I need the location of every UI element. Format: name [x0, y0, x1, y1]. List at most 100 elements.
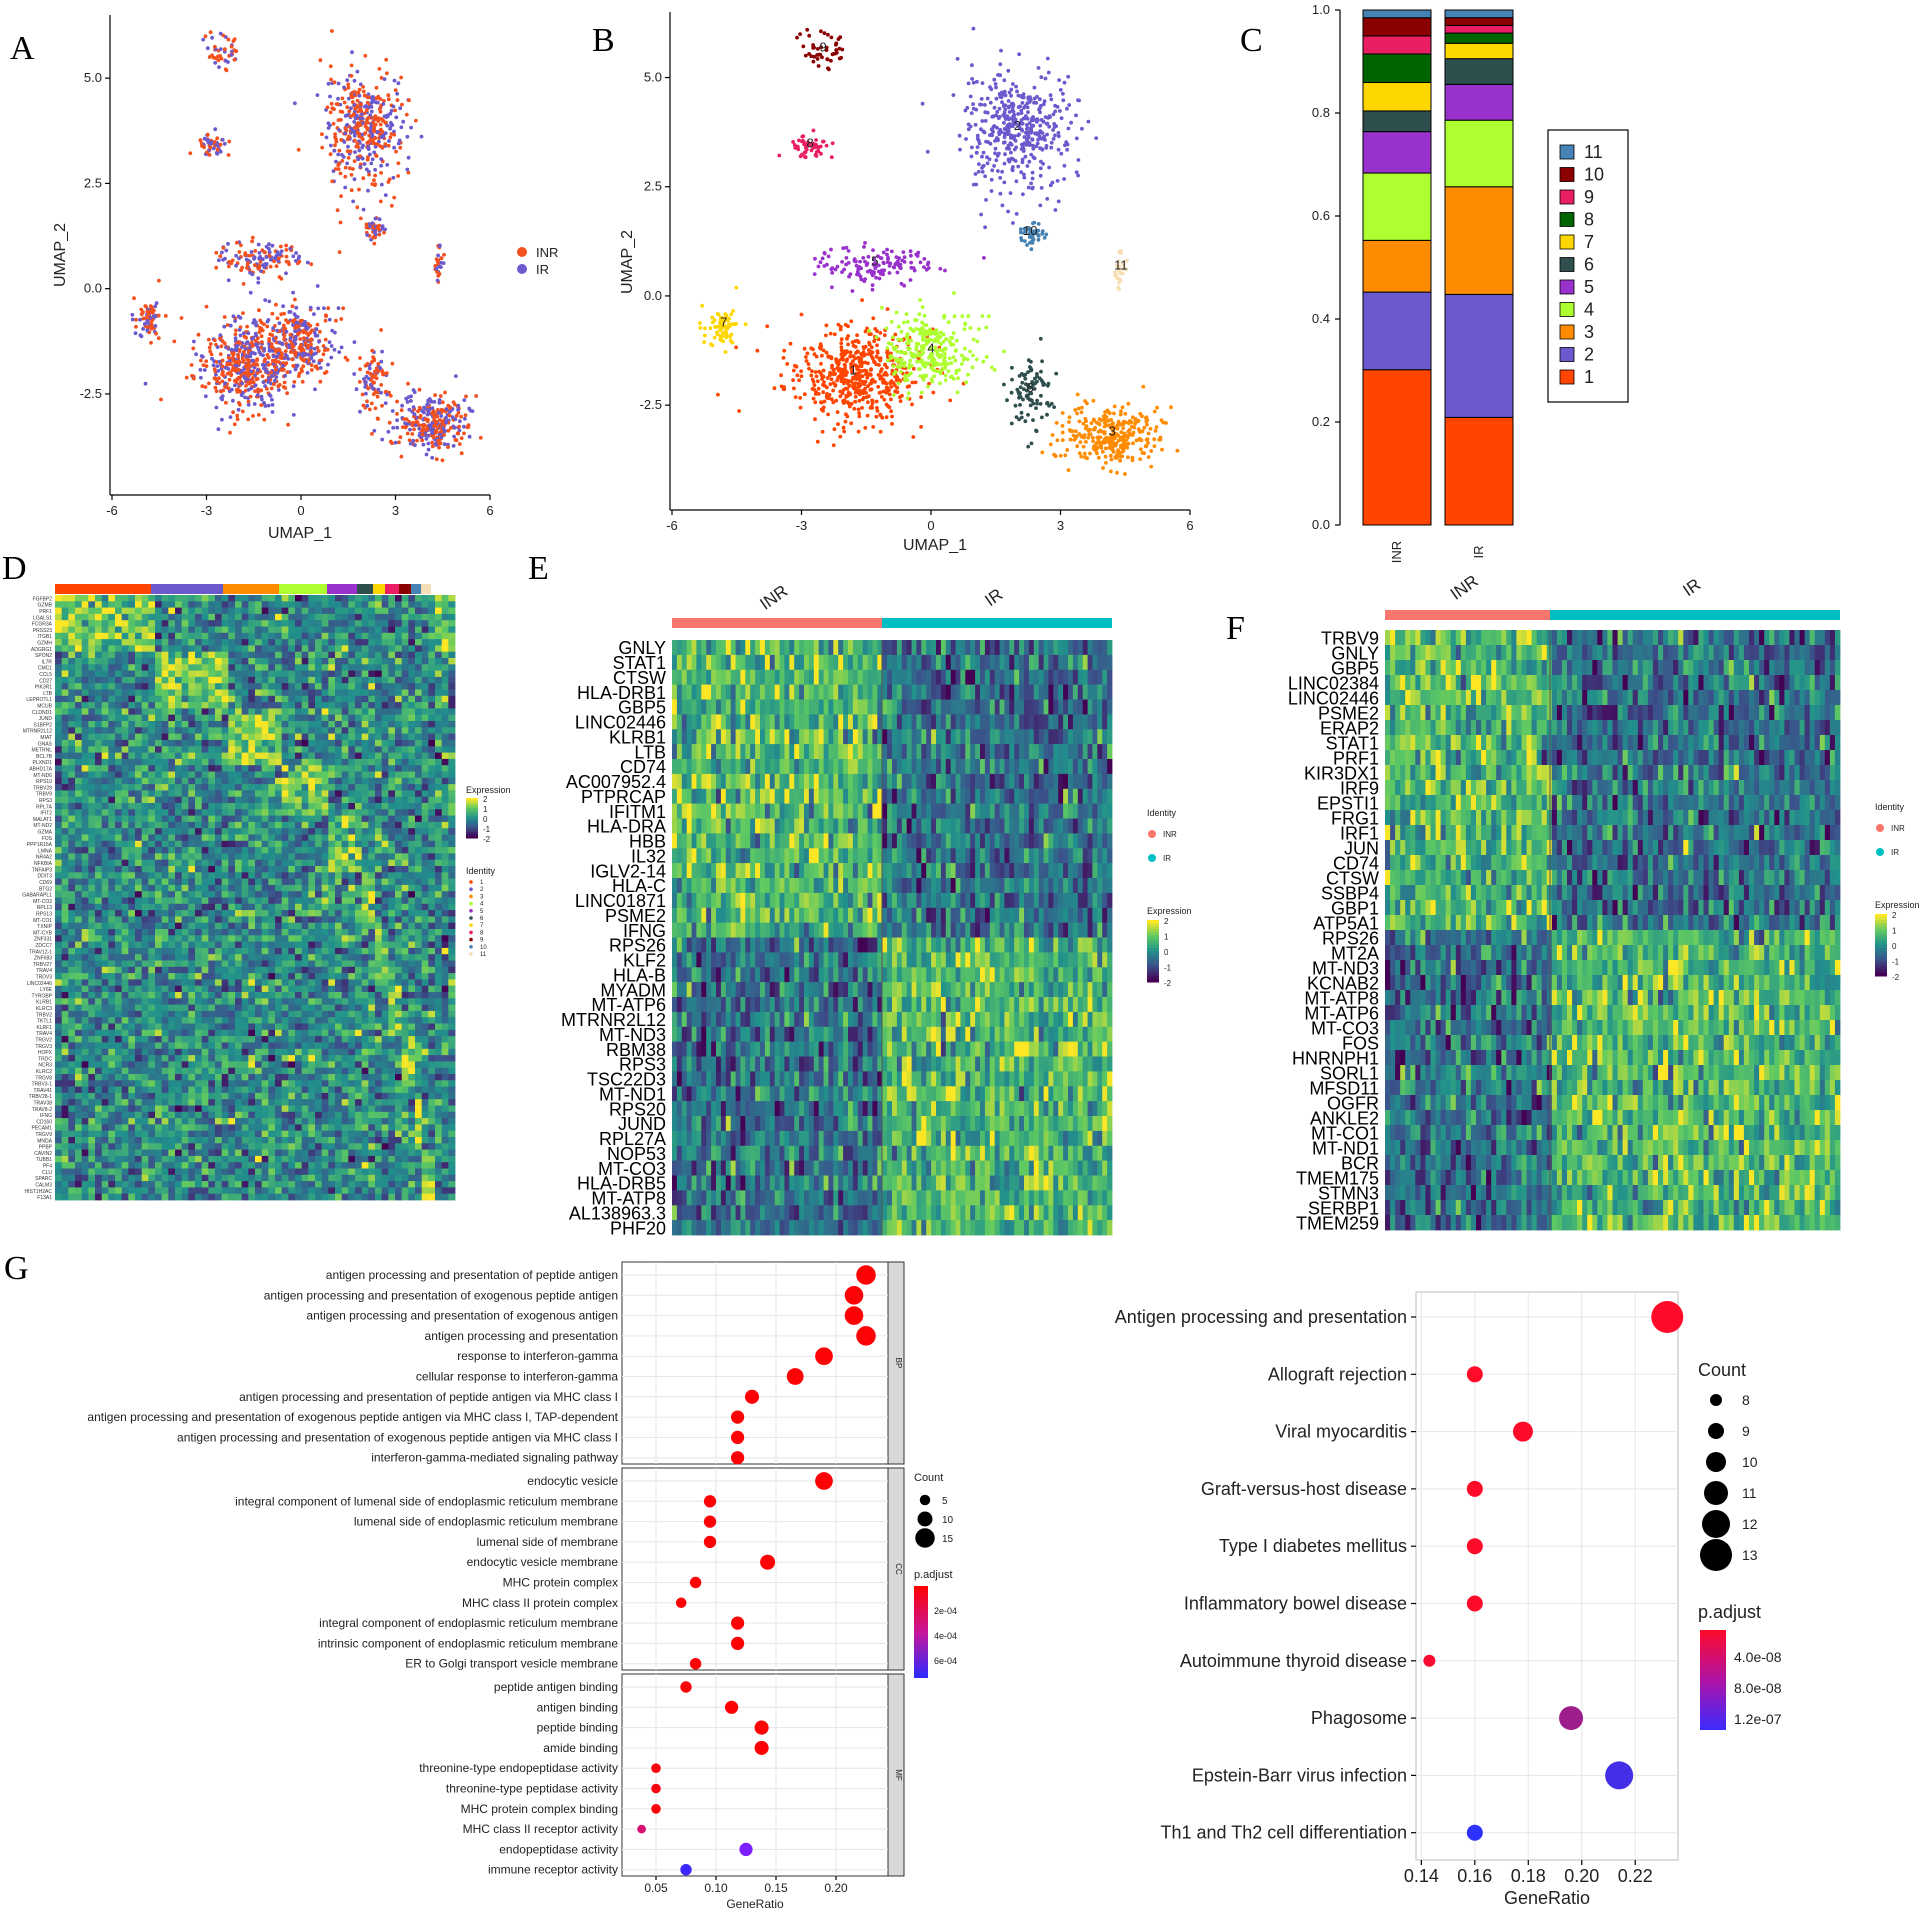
panel-b-cell-point [1034, 230, 1038, 235]
panel-b-cell-point [1026, 135, 1031, 140]
panel-a-cell-point [249, 250, 254, 254]
panel-a-cell-point [229, 347, 234, 352]
panel-d-heat-cell [395, 601, 403, 608]
panel-b-cell-point [975, 79, 979, 84]
panel-a-cell-point [277, 351, 281, 356]
panel-a-cell-point [250, 239, 255, 244]
panel-a-cell-point [345, 123, 350, 127]
panel-a-cell-point [364, 391, 368, 396]
panel-b-cell-point [1014, 122, 1019, 126]
panel-b-cell-point [1136, 427, 1141, 432]
panel-b-cell-point [870, 273, 875, 278]
panel-d-heat-cell [155, 613, 163, 621]
panel-b-cell-point [811, 141, 815, 146]
panel-a-cell-point [351, 167, 355, 171]
panel-a-cell-point [199, 354, 204, 358]
panel-d-heat-cell [341, 607, 349, 615]
panel-b-cell-point [1062, 80, 1067, 85]
panel-a-cell-point [337, 128, 341, 132]
panel-d-heat-cell [248, 651, 256, 659]
panel-b-cell-point [909, 363, 914, 368]
panel-d-heat-cell [228, 651, 236, 659]
panel-b-cell-point [1020, 121, 1025, 126]
panel-a-cell-point [309, 262, 314, 267]
panel-b-cell-point [933, 345, 937, 350]
panel-b-cell-point [1118, 278, 1123, 283]
panel-b-cell-point [874, 414, 879, 419]
panel-b-cell-point [1113, 455, 1118, 460]
panel-d-heat-cell [168, 613, 176, 621]
panel-a-cell-point [366, 141, 370, 146]
panel-b-cell-point [1003, 152, 1007, 157]
panel-a-cell-point [218, 47, 223, 51]
panel-d-heat-cell [441, 595, 449, 602]
panel-b-cell-point [1021, 397, 1025, 402]
panel-b-cell-point [1087, 427, 1091, 432]
panel-b-cell-point [866, 394, 871, 399]
panel-b-cell-point [986, 314, 991, 319]
panel-b-cell-point [946, 369, 951, 374]
panel-c-legend-swatch [1559, 302, 1575, 317]
panel-a-cell-point [373, 406, 378, 411]
panel-b-cell-point [1086, 435, 1091, 440]
panel-d-heat-cell [181, 613, 189, 621]
panel-d-heat-cell [255, 639, 263, 646]
panel-a-legend-dot [517, 247, 527, 257]
panel-b-cell-point [864, 391, 868, 395]
panel-d-heat-cell [401, 651, 409, 659]
panel-d-heat-cell [241, 651, 249, 659]
panel-d-heat-cell [421, 613, 429, 621]
panel-b-cell-point [881, 250, 886, 255]
panel-b-cell-point [834, 42, 838, 47]
panel-b-cell-point [1028, 230, 1032, 235]
panel-b-cell-point [793, 395, 798, 399]
panel-d-heat-cell [161, 601, 169, 608]
panel-d-heat-cell [241, 626, 249, 634]
panel-b-cell-point [939, 342, 943, 346]
panel-b-cell-point [836, 322, 841, 327]
panel-b-cell-point [817, 369, 822, 374]
panel-a-cell-point [447, 413, 452, 418]
panel-a-cell-point [234, 253, 239, 258]
panel-d-heat-cell [61, 683, 69, 690]
panel-b-cell-point [825, 57, 830, 62]
panel-b-cell-point [1123, 411, 1128, 416]
panel-b-cell-point [1032, 156, 1037, 161]
panel-b-cell-point [921, 338, 925, 342]
panel-d-heat-cell [395, 645, 403, 653]
panel-d-heat-cell [128, 632, 136, 640]
panel-b-cell-point [1103, 413, 1107, 418]
panel-a-cell-point [355, 121, 360, 126]
panel-d-heat-cell [181, 607, 189, 615]
panel-a-cell-point [364, 104, 368, 108]
panel-b-cell-point [925, 340, 929, 345]
panel-a-cell-point [262, 366, 266, 371]
panel-d-heat-cell [175, 670, 183, 678]
panel-c-bar-segment [1362, 369, 1432, 526]
panel-a-cell-point [355, 156, 360, 160]
panel-d-heat-cell [121, 670, 129, 678]
panel-a-cell-point [400, 403, 404, 408]
panel-a-cell-point [294, 364, 299, 369]
panel-b-cell-point [1061, 98, 1066, 103]
panel-d-heat-cell [135, 626, 143, 634]
panel-b-cell-point [885, 247, 889, 252]
panel-d-heat-cell [361, 632, 369, 640]
panel-b-cell-point [905, 319, 910, 324]
panel-d-heat-cell [268, 676, 276, 684]
panel-d-heat-cell [275, 620, 283, 627]
panel-a-cell-point [199, 375, 203, 380]
panel-b-cell-point [1019, 410, 1024, 415]
panel-a-cell-point [282, 323, 286, 328]
panel-b-cell-point [1016, 112, 1020, 116]
panel-d-heat-cell [335, 632, 343, 640]
panel-c-bar-segment [1362, 53, 1432, 83]
panel-b-cell-point [1100, 449, 1105, 454]
panel-b-cell-point [816, 392, 821, 396]
panel-d-heat-cell [248, 601, 256, 608]
panel-b-cell-point [1119, 409, 1123, 414]
panel-d-heat-cell [348, 632, 356, 640]
panel-a-cell-point [369, 101, 374, 105]
panel-b-cell-point [858, 392, 862, 397]
panel-a-cell-point [426, 447, 431, 452]
